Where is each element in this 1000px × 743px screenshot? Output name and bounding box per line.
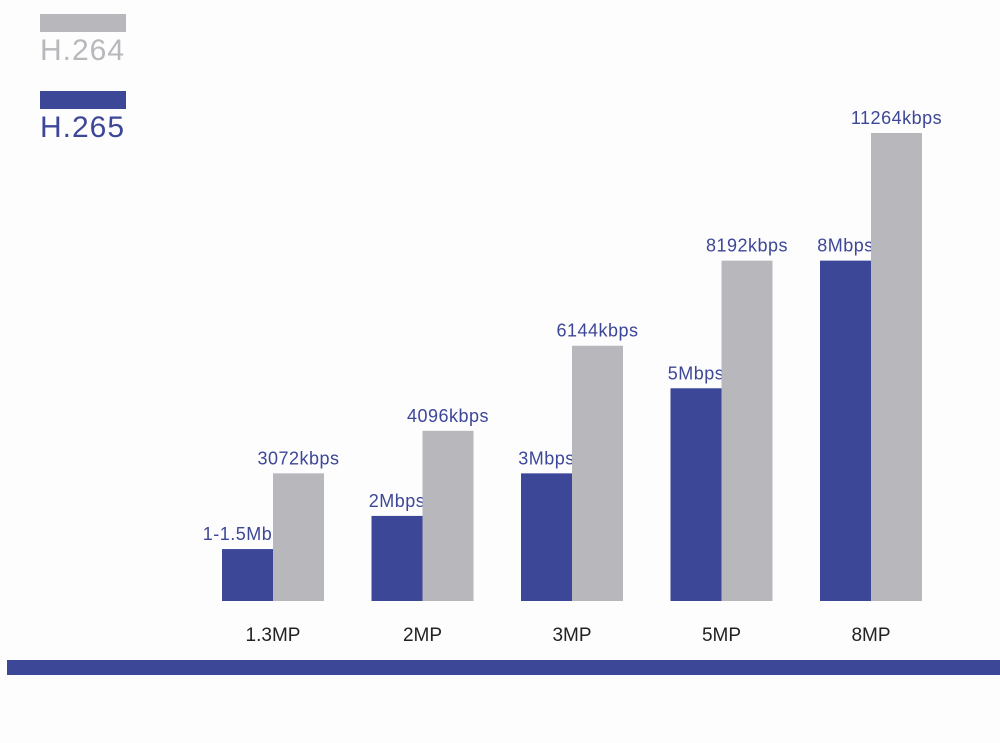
data-label: 4096kbps (407, 406, 489, 426)
data-label: 3072kbps (257, 448, 339, 468)
baseline-bar (7, 660, 1000, 675)
bar-h264-1-3mp (273, 473, 324, 601)
bar-h264-2mp (422, 430, 474, 601)
bar-h265-8mp (820, 260, 871, 601)
data-label: 1-1.5Mbps (203, 524, 293, 544)
legend-label-h265: H.265 (40, 111, 126, 144)
data-label: 11264kbps (851, 108, 942, 128)
legend-item-h264: H.264 (40, 14, 126, 66)
data-label: 2Mbps (369, 491, 426, 511)
x-tick-label: 1.3MP (246, 625, 301, 646)
legend-swatch-h265 (40, 91, 126, 109)
x-tick-label: 8MP (851, 625, 890, 646)
bar-h265-3mp (521, 473, 572, 601)
data-label: 5Mbps (668, 363, 725, 383)
legend-label-h264: H.264 (40, 34, 126, 67)
data-label: 8Mbps (817, 236, 874, 256)
legend-swatch-h264 (40, 14, 126, 32)
bar-h264-3mp (572, 345, 623, 601)
x-tick-label: 3MP (552, 625, 591, 646)
x-tick-label: 5MP (702, 625, 741, 646)
x-tick-label: 2MP (403, 625, 442, 646)
bar-h265-5mp (670, 388, 722, 601)
bar-h265-1-3mp (222, 549, 273, 601)
bar-h264-5mp (721, 260, 773, 601)
bar-h264-8mp (871, 133, 922, 601)
bar-h265-2mp (371, 515, 423, 601)
legend-item-h265: H.265 (40, 91, 126, 143)
data-label: 6144kbps (556, 321, 638, 341)
data-label: 8192kbps (706, 236, 788, 256)
data-label: 3Mbps (518, 448, 575, 468)
